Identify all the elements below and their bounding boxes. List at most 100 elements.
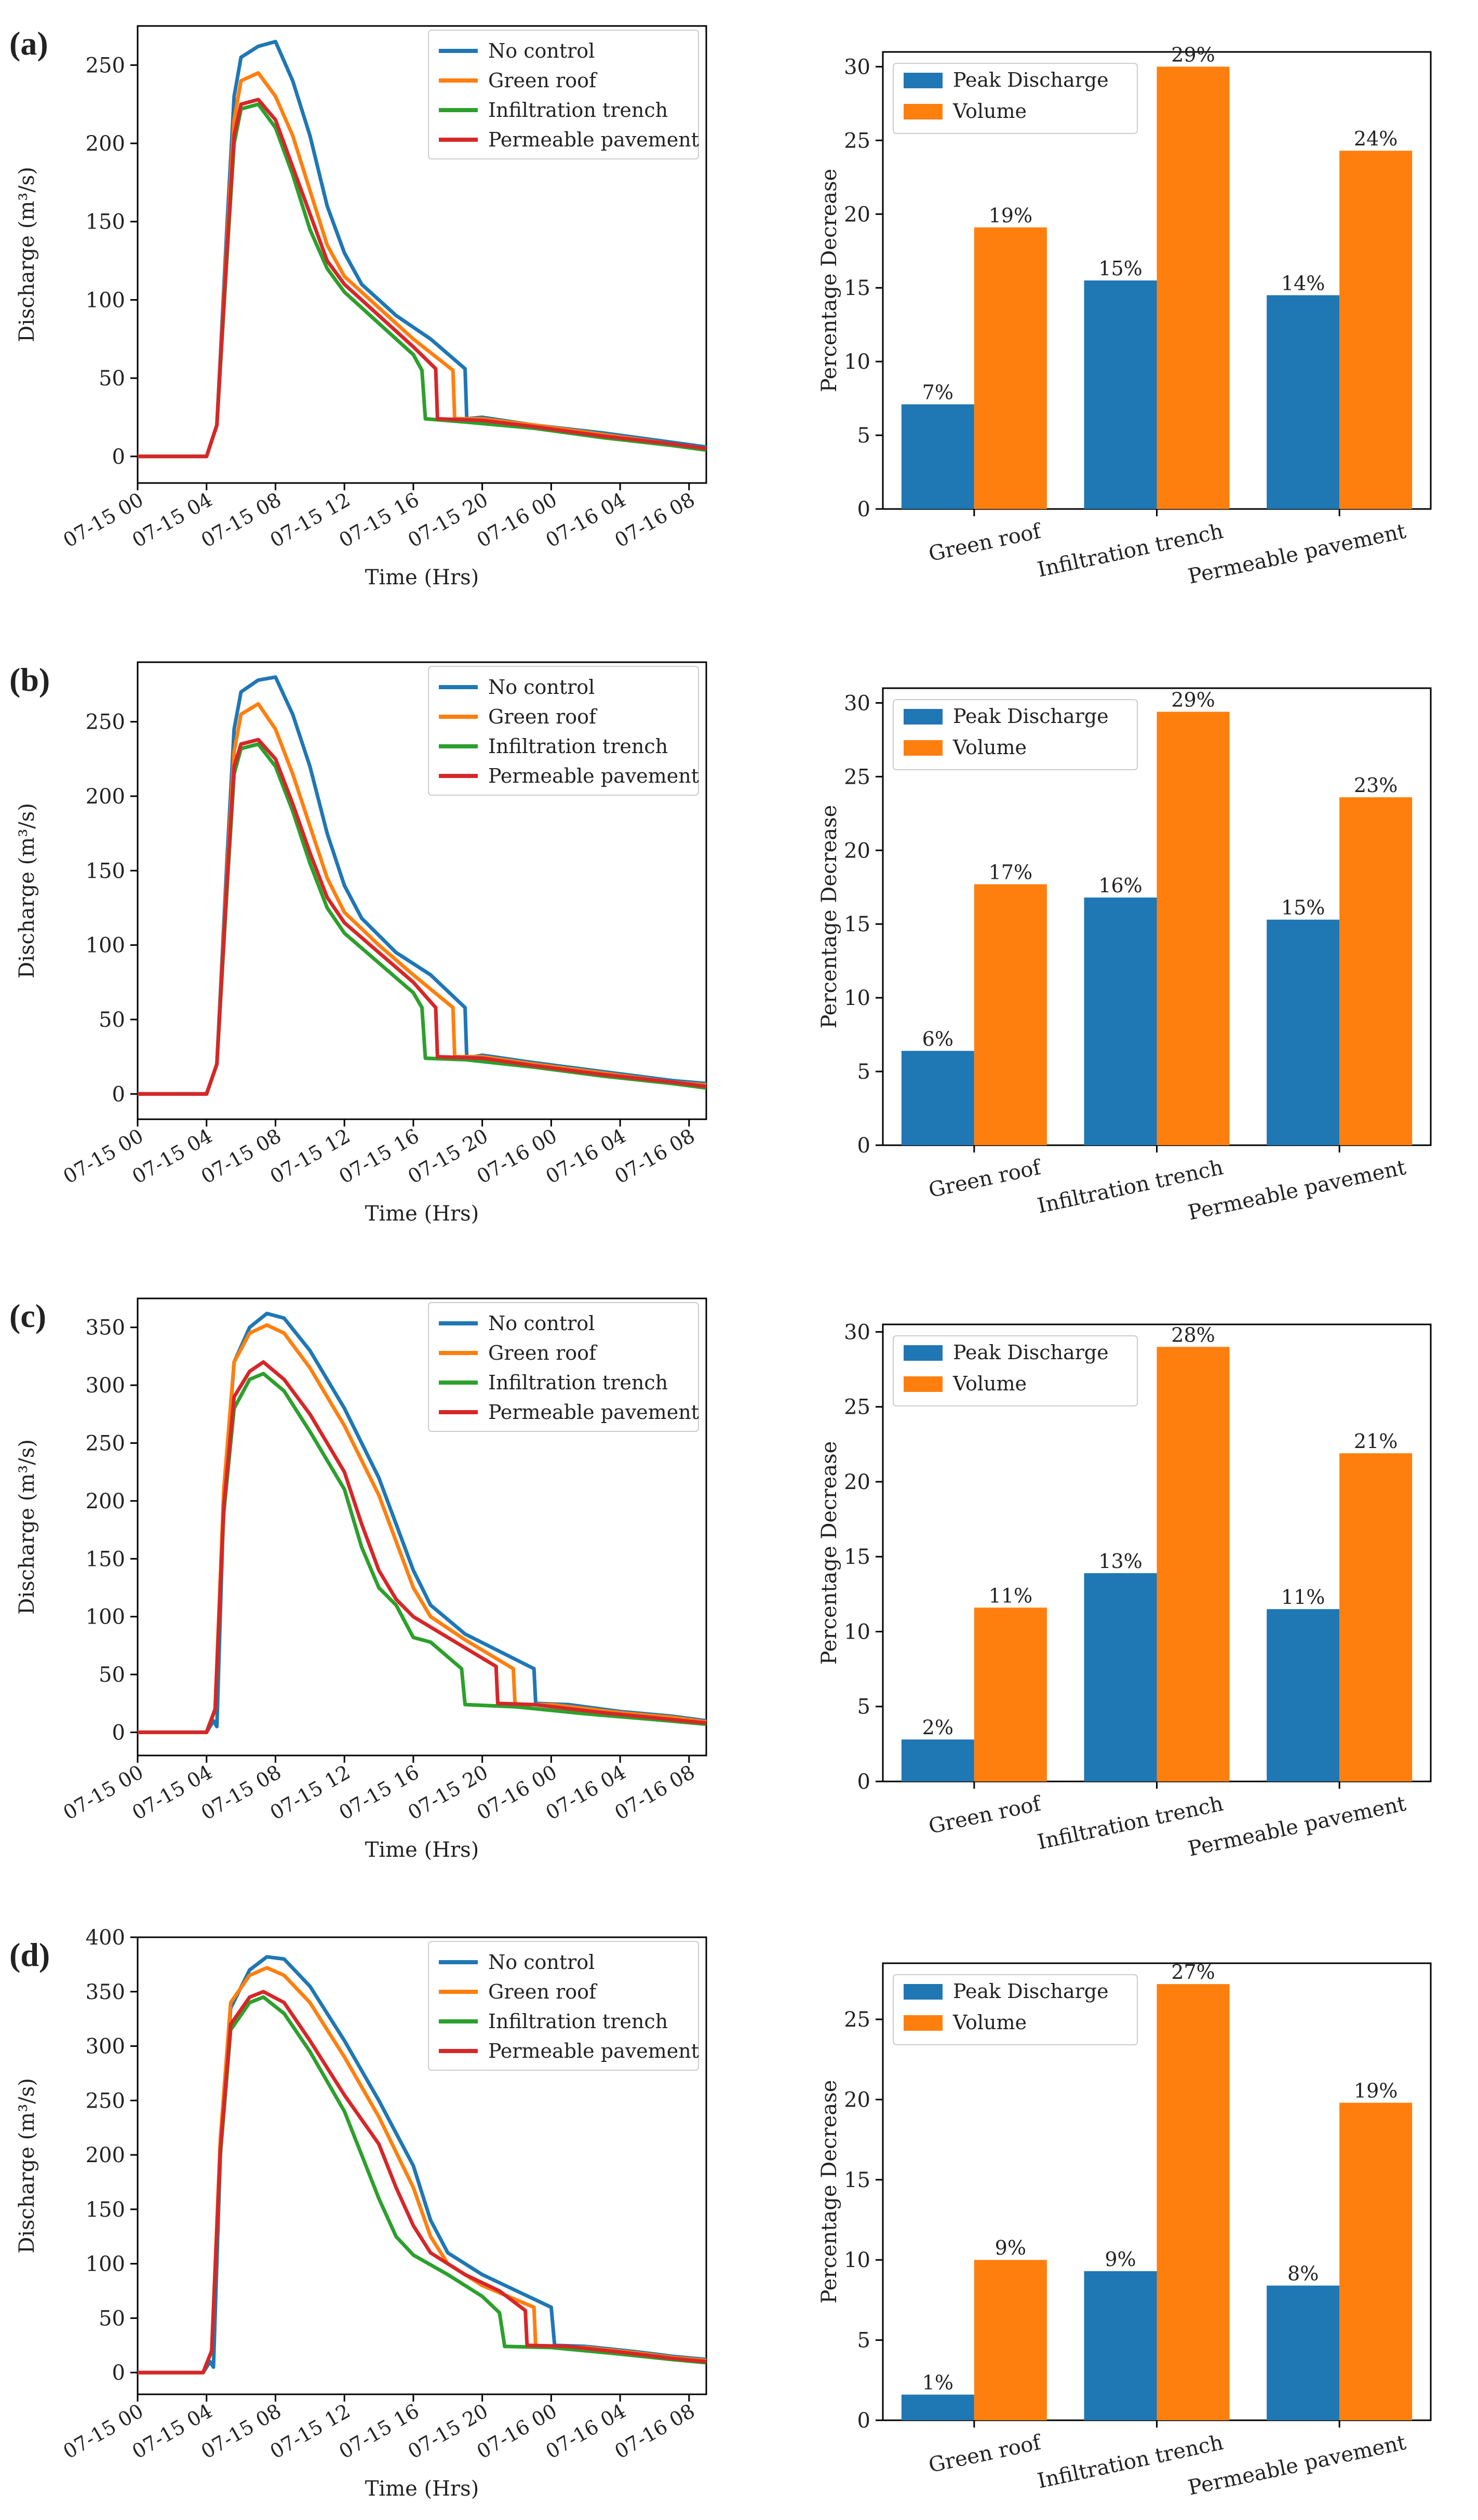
legend-swatch-peak (904, 1984, 943, 2000)
y-tick-label: 350 (86, 1316, 125, 1340)
bar-peak-2 (1267, 1609, 1340, 1781)
bar-value-label: 8% (1287, 2262, 1319, 2285)
bar-peak-0 (901, 404, 974, 509)
y-tick-label: 10 (844, 1620, 870, 1644)
x-tick-label: 07-16 08 (611, 488, 698, 552)
panel-label: (d) (9, 1936, 50, 1973)
y-tick-label: 0 (112, 1721, 125, 1745)
y-tick-label: 250 (86, 2089, 125, 2113)
legend-label: Peak Discharge (953, 705, 1109, 728)
bar-value-label: 16% (1098, 874, 1142, 897)
panel-label: (c) (9, 1297, 46, 1334)
bar-value-label: 27% (1171, 1961, 1215, 1983)
y-tick-label: 0 (857, 498, 870, 521)
series-line-permeable-pavement (138, 1360, 707, 1734)
bar-volume-0 (974, 2260, 1047, 2420)
y-tick-label: 400 (86, 1926, 125, 1950)
bar-peak-1 (1084, 280, 1157, 509)
bar-volume-2 (1339, 1453, 1413, 1781)
y-tick-label: 50 (99, 1008, 125, 1032)
bar-volume-1 (1157, 66, 1230, 510)
y-tick-label: 0 (112, 445, 125, 469)
legend-swatch-peak (904, 709, 943, 725)
legend-swatch-peak (904, 73, 943, 88)
bar-value-label: 17% (989, 861, 1032, 884)
y-tick-label: 250 (86, 711, 125, 734)
y-tick-label: 250 (86, 53, 125, 77)
legend-label: Infiltration trench (488, 1371, 668, 1394)
bar-value-label: 28% (1171, 1323, 1215, 1346)
panel-label: (a) (9, 25, 48, 62)
bar-volume-2 (1339, 2102, 1413, 2420)
y-tick-label: 30 (844, 1320, 870, 1344)
bar-value-label: 21% (1354, 1430, 1398, 1453)
y-tick-label: 150 (86, 2198, 125, 2222)
y-tick-label: 200 (86, 785, 125, 809)
legend-label: Permeable pavement (488, 128, 699, 151)
y-tick-label: 15 (844, 913, 870, 936)
bar-value-label: 2% (922, 1716, 953, 1739)
legend-box (893, 1974, 1138, 2045)
y-tick-label: 200 (86, 1490, 125, 1513)
y-tick-label: 100 (86, 934, 125, 958)
bar-value-label: 11% (989, 1584, 1032, 1607)
legend-label: Peak Discharge (953, 69, 1109, 91)
legend-label: No control (488, 39, 595, 62)
legend-label: Permeable pavement (488, 765, 699, 787)
bar-volume-1 (1157, 1984, 1230, 2420)
bar-value-label: 1% (922, 2371, 953, 2394)
y-axis-label: Discharge (m³/s) (15, 1439, 39, 1615)
legend-label: No control (488, 1951, 595, 1974)
legend-label: Infiltration trench (488, 2010, 668, 2033)
bar-value-label: 23% (1354, 774, 1398, 797)
bar-value-label: 6% (922, 1027, 953, 1050)
bar-volume-1 (1157, 712, 1230, 1145)
legend-swatch-volume (904, 2015, 943, 2031)
y-tick-label: 0 (112, 2361, 125, 2385)
y-axis-label: Percentage Decrease (817, 1441, 841, 1665)
bar-value-label: 13% (1098, 1550, 1142, 1573)
y-axis-label: Percentage Decrease (817, 805, 841, 1029)
legend-label: No control (488, 676, 595, 699)
bar-value-label: 9% (1105, 2248, 1136, 2271)
bar-peak-1 (1084, 897, 1157, 1145)
y-tick-label: 300 (86, 2035, 125, 2059)
legend-label: Green roof (488, 1980, 598, 2003)
legend-box (428, 30, 699, 159)
y-tick-label: 0 (857, 1134, 870, 1158)
x-tick-label: 07-16 08 (611, 2400, 698, 2463)
bar-peak-0 (901, 2394, 974, 2420)
legend-label: No control (488, 1312, 595, 1335)
bar-value-label: 9% (995, 2236, 1026, 2259)
y-tick-label: 100 (86, 1605, 125, 1629)
y-tick-label: 100 (86, 2253, 125, 2276)
legend-box (893, 1335, 1138, 1406)
legend-label: Peak Discharge (953, 1341, 1109, 1364)
legend-box (428, 666, 699, 796)
y-tick-label: 200 (86, 2143, 125, 2167)
legend-label: Infiltration trench (488, 99, 668, 122)
series-line-permeable-pavement (138, 98, 707, 459)
y-tick-label: 20 (844, 203, 870, 226)
bar-peak-0 (901, 1739, 974, 1781)
x-tick-label: 07-16 08 (611, 1761, 698, 1825)
y-tick-label: 30 (844, 691, 870, 715)
hydrograph-axes-frame (137, 661, 707, 1120)
y-tick-label: 5 (857, 2329, 870, 2353)
legend-box (893, 63, 1138, 134)
bar-value-label: 19% (989, 204, 1032, 227)
legend-label: Permeable pavement (488, 1401, 699, 1424)
bar-value-label: 11% (1281, 1586, 1325, 1608)
y-tick-label: 20 (844, 1470, 870, 1494)
hydrograph-axes-frame (137, 25, 707, 484)
legend-swatch-peak (904, 1345, 943, 1361)
y-tick-label: 200 (86, 132, 125, 156)
y-tick-label: 5 (857, 1695, 870, 1719)
x-tick-label: 07-16 08 (611, 1124, 698, 1188)
legend-label: Permeable pavement (488, 2040, 699, 2062)
